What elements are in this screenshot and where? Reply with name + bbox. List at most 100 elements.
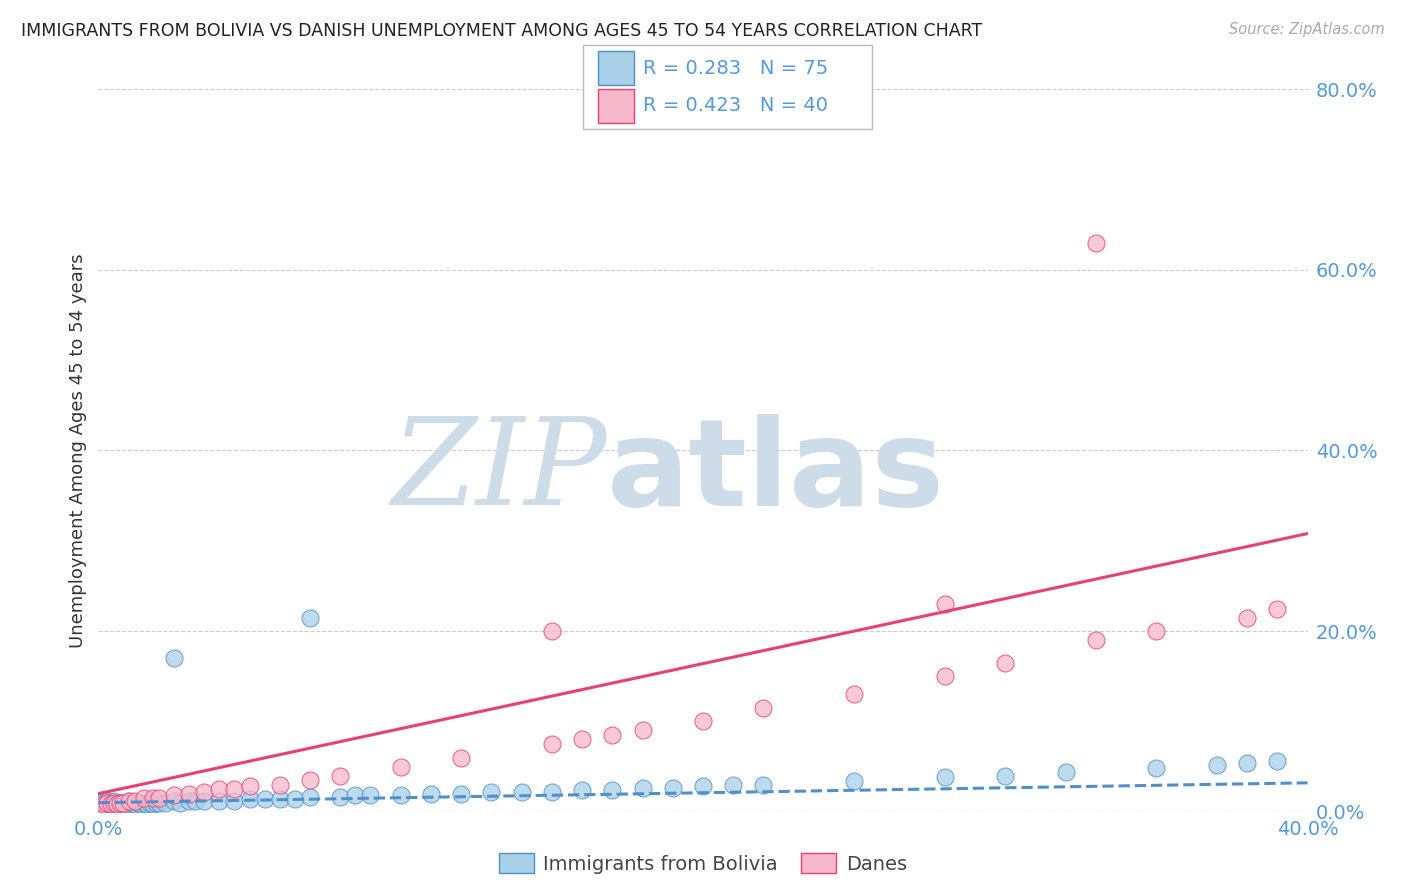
Point bbox=[139, 796, 162, 810]
Point bbox=[299, 790, 322, 805]
Point bbox=[132, 796, 155, 810]
Point bbox=[100, 797, 122, 812]
Point bbox=[208, 794, 231, 808]
Point bbox=[692, 714, 714, 729]
Point bbox=[631, 723, 654, 738]
Point bbox=[1085, 235, 1108, 250]
Point bbox=[93, 800, 115, 814]
Point bbox=[96, 800, 118, 814]
Point bbox=[148, 791, 170, 805]
Point bbox=[1054, 764, 1077, 779]
Point bbox=[90, 797, 112, 812]
Point bbox=[103, 794, 125, 808]
Point bbox=[103, 797, 125, 812]
Point bbox=[540, 785, 562, 799]
Point bbox=[111, 799, 134, 814]
Point bbox=[239, 792, 262, 806]
Point bbox=[169, 796, 191, 810]
Point bbox=[90, 800, 112, 814]
Point bbox=[934, 597, 956, 611]
Point bbox=[269, 778, 291, 792]
Point bbox=[661, 781, 683, 796]
Point bbox=[253, 792, 276, 806]
Point bbox=[108, 796, 131, 810]
Point bbox=[602, 783, 624, 797]
Point bbox=[193, 785, 215, 799]
Point bbox=[1085, 633, 1108, 648]
Point bbox=[420, 787, 443, 801]
Point bbox=[163, 651, 186, 665]
Point bbox=[93, 796, 115, 810]
Point bbox=[631, 781, 654, 796]
Point bbox=[163, 789, 186, 803]
Point bbox=[752, 778, 775, 792]
Point bbox=[844, 774, 866, 789]
Point bbox=[450, 750, 472, 764]
Point bbox=[934, 771, 956, 785]
Point bbox=[239, 780, 262, 794]
Text: R = 0.283   N = 75: R = 0.283 N = 75 bbox=[643, 59, 828, 78]
Point bbox=[111, 796, 134, 810]
Point bbox=[179, 794, 201, 808]
Point bbox=[163, 794, 186, 808]
Point bbox=[224, 794, 246, 808]
Point bbox=[193, 794, 215, 808]
Point bbox=[127, 796, 149, 810]
Y-axis label: Unemployment Among Ages 45 to 54 years: Unemployment Among Ages 45 to 54 years bbox=[69, 253, 87, 648]
Text: atlas: atlas bbox=[606, 414, 945, 531]
Point bbox=[299, 610, 322, 624]
Point bbox=[329, 769, 352, 783]
Point bbox=[90, 800, 112, 814]
Point bbox=[93, 797, 115, 812]
Point bbox=[389, 759, 412, 773]
Point bbox=[118, 794, 141, 808]
Point bbox=[1267, 754, 1289, 768]
Point bbox=[153, 796, 176, 810]
Text: ZIP: ZIP bbox=[391, 413, 606, 531]
Point bbox=[1236, 610, 1258, 624]
Point bbox=[105, 796, 128, 810]
Point bbox=[100, 800, 122, 814]
Point bbox=[1144, 624, 1167, 639]
Point bbox=[360, 789, 382, 803]
Point bbox=[540, 624, 562, 639]
Point bbox=[510, 785, 533, 799]
Point bbox=[994, 656, 1017, 670]
Point bbox=[179, 787, 201, 801]
Point bbox=[1236, 756, 1258, 770]
Point bbox=[105, 799, 128, 814]
Point bbox=[723, 778, 745, 792]
Point bbox=[344, 789, 367, 803]
Point bbox=[844, 687, 866, 701]
Point bbox=[934, 669, 956, 683]
Point bbox=[114, 796, 136, 810]
Point bbox=[124, 797, 146, 812]
Point bbox=[96, 796, 118, 810]
Point bbox=[96, 797, 118, 812]
Text: Source: ZipAtlas.com: Source: ZipAtlas.com bbox=[1229, 22, 1385, 37]
Point bbox=[108, 796, 131, 810]
Point bbox=[118, 797, 141, 812]
Point bbox=[129, 797, 152, 812]
Point bbox=[389, 789, 412, 803]
Point bbox=[269, 792, 291, 806]
Point bbox=[1144, 761, 1167, 775]
Point bbox=[118, 794, 141, 808]
Legend: Immigrants from Bolivia, Danes: Immigrants from Bolivia, Danes bbox=[491, 846, 915, 881]
Point bbox=[571, 732, 593, 747]
Point bbox=[132, 791, 155, 805]
Point bbox=[124, 794, 146, 808]
Point bbox=[121, 796, 143, 810]
Point bbox=[450, 787, 472, 801]
Point bbox=[994, 769, 1017, 783]
Text: IMMIGRANTS FROM BOLIVIA VS DANISH UNEMPLOYMENT AMONG AGES 45 TO 54 YEARS CORRELA: IMMIGRANTS FROM BOLIVIA VS DANISH UNEMPL… bbox=[21, 22, 983, 40]
Point bbox=[111, 796, 134, 810]
Point bbox=[100, 797, 122, 812]
Point bbox=[135, 797, 157, 812]
Point bbox=[142, 797, 165, 812]
Point bbox=[114, 799, 136, 814]
Point bbox=[100, 796, 122, 810]
Point bbox=[103, 800, 125, 814]
Point bbox=[96, 794, 118, 808]
Point bbox=[284, 792, 307, 806]
